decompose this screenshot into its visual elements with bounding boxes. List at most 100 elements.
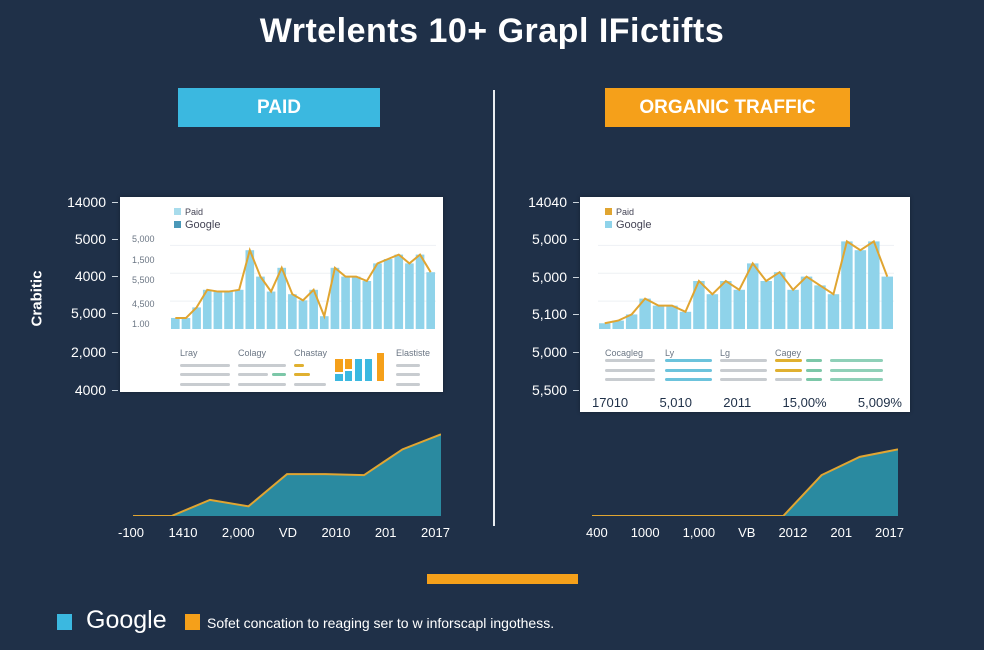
legend-label: Google	[616, 219, 652, 231]
bar	[224, 291, 233, 329]
bar	[319, 316, 329, 329]
y-tick: 5,500	[517, 382, 579, 398]
x-label: VB	[738, 525, 756, 540]
bar	[773, 272, 786, 329]
bar	[868, 241, 880, 329]
legend-swatch	[174, 221, 181, 228]
legend-orange-swatch	[185, 614, 200, 630]
legend-paid: Paid	[174, 207, 203, 217]
inner-tick: 4,500	[132, 299, 155, 309]
page-title: Wrtelents 10+ Grapl IFictifts	[259, 12, 725, 50]
bar	[415, 254, 425, 329]
bar	[841, 241, 853, 329]
table-line	[605, 378, 655, 381]
organic-area-x-labels: 400 1000 1,000 VB 2012 201 2017	[586, 525, 904, 540]
mini-bar	[345, 371, 352, 381]
table-header: Cagey	[775, 348, 802, 358]
y-tick: 5000	[56, 231, 118, 247]
y-tick: 5,000	[56, 305, 118, 321]
table-line	[238, 364, 286, 367]
legend-google-swatch	[57, 614, 72, 630]
trend-line	[604, 239, 889, 325]
bar	[720, 281, 732, 329]
legend-label: Paid	[185, 207, 204, 217]
table-line	[806, 378, 822, 381]
x-label: 1,000	[682, 525, 716, 540]
inner-tick: 1,500	[132, 255, 155, 265]
bar	[854, 250, 867, 329]
table-header: Elastiste	[396, 348, 431, 358]
y-tick: 14000	[56, 194, 118, 210]
bar	[256, 276, 265, 329]
bar	[827, 294, 840, 329]
x-label: 201	[830, 525, 853, 540]
legend-google-label: Google	[86, 606, 167, 634]
bar	[394, 254, 404, 329]
bar	[733, 289, 745, 329]
table-line	[665, 359, 712, 362]
x-label: 2012	[778, 525, 808, 540]
bar	[277, 267, 287, 329]
inner-tick: 1.00	[132, 319, 150, 329]
organic-x-labels: 17010 5,010 2011 15,00% 5,009%	[592, 395, 902, 410]
bar	[652, 305, 665, 329]
x-label: 2017	[875, 525, 904, 540]
bar	[192, 307, 201, 329]
y-tick: 5,000	[517, 231, 579, 247]
table-line	[605, 369, 655, 372]
y-tick: 5,000	[517, 344, 579, 360]
legend-label: Google	[185, 219, 221, 231]
bar	[426, 272, 435, 329]
bar	[612, 320, 624, 329]
organic-bar-chart	[598, 239, 894, 329]
x-label: 15,00%	[782, 395, 827, 410]
paid-area-chart	[133, 433, 441, 516]
organic-header: ORGANIC TRAFFIC	[605, 88, 850, 127]
bar	[625, 314, 638, 329]
bar	[309, 289, 318, 329]
legend-label: Paid	[616, 207, 635, 217]
table-header: Lray	[180, 348, 198, 358]
mini-bar	[377, 353, 384, 381]
bar	[245, 250, 255, 329]
bar	[814, 285, 826, 329]
bar	[351, 276, 361, 329]
table-line	[294, 373, 310, 376]
x-label: 2017	[421, 525, 450, 540]
table-line	[775, 378, 802, 381]
table-header: Ly	[665, 348, 675, 358]
legend-swatch	[605, 208, 612, 215]
y-tick: 14040	[517, 194, 579, 210]
inner-tick: 5,500	[132, 275, 155, 285]
bar	[383, 259, 393, 329]
table-line	[720, 369, 767, 372]
trend-line	[175, 247, 432, 320]
legend-paid: Paid	[605, 207, 634, 217]
area-line	[592, 448, 898, 516]
table-line	[238, 373, 268, 376]
legend-swatch	[174, 208, 181, 215]
mini-bar	[345, 359, 352, 369]
paid-header: PAID	[178, 88, 380, 127]
bar	[202, 289, 212, 329]
table-line	[665, 369, 712, 372]
x-label: 17010	[592, 395, 629, 410]
x-label: 2010	[321, 525, 351, 540]
bar	[171, 317, 180, 329]
paid-bar-chart	[170, 244, 436, 329]
bar	[599, 323, 611, 329]
area-fill	[592, 449, 898, 516]
mini-bar	[335, 374, 343, 381]
table-line	[720, 359, 767, 362]
bar	[679, 311, 692, 329]
table-line	[238, 383, 286, 386]
table-line	[294, 383, 326, 386]
bar	[213, 291, 223, 329]
accent-bar	[427, 574, 578, 584]
table-line	[775, 359, 802, 362]
y-tick: 5,000	[517, 269, 579, 285]
bar	[639, 298, 651, 329]
paid-chart-panel: Paid Google 5,000 1,500 5,500 4,500 1.00…	[120, 197, 443, 392]
x-label: 2,000	[221, 525, 255, 540]
table-line	[775, 369, 802, 372]
